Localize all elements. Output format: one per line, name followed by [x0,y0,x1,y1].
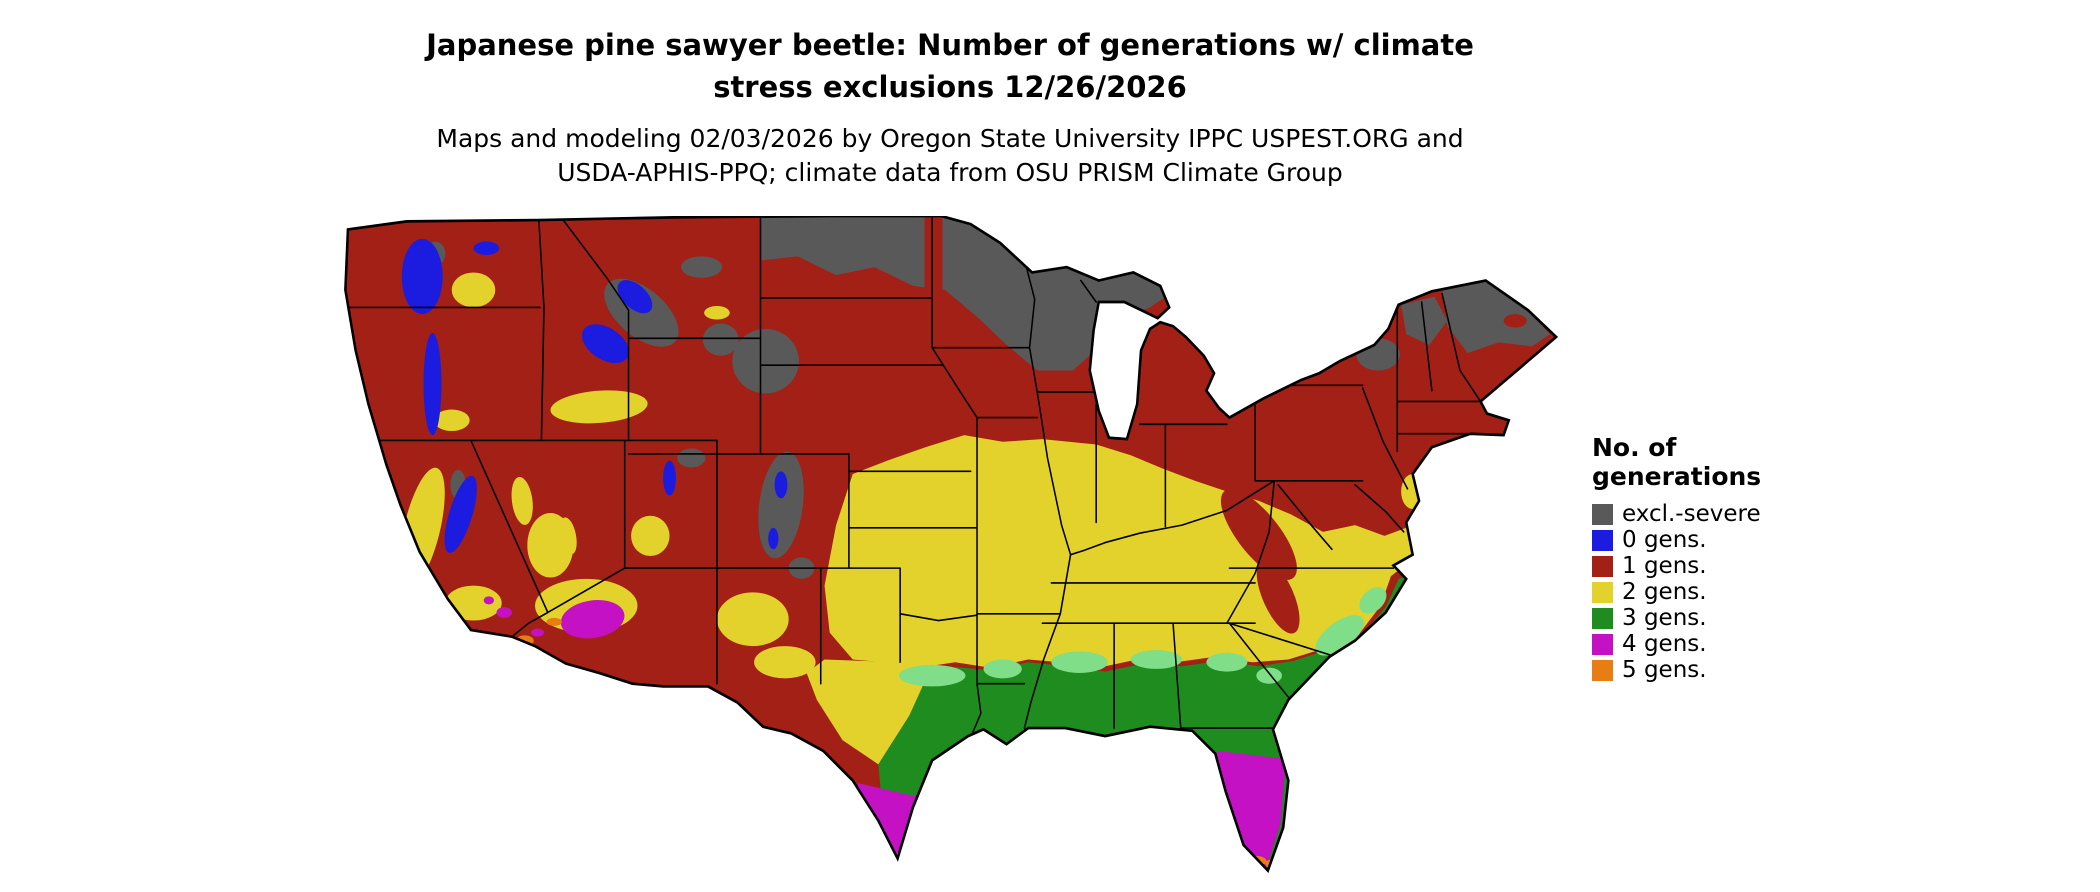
title-line-1: Japanese pine sawyer beetle: Number of g… [426,28,1474,62]
legend-label: 4 gens. [1622,631,1707,657]
legend-item: 4 gens. [1592,631,1832,657]
us-generations-map [344,216,1559,873]
legend-label: 1 gens. [1622,553,1707,579]
legend-title-line-2: generations [1592,462,1762,491]
legend-swatch [1592,581,1613,603]
layer-3gens-light [898,587,1387,687]
legend-item: 1 gens. [1592,553,1832,579]
state-borders [345,216,1482,739]
legend-swatch [1592,607,1613,629]
legend-item: 0 gens. [1592,527,1832,553]
subtitle-line-1: Maps and modeling 02/03/2026 by Oregon S… [436,124,1464,153]
subtitle-line-2: USDA-APHIS-PPQ; climate data from OSU PR… [557,158,1343,187]
layer-0gens [401,238,788,553]
legend-label: 5 gens. [1622,657,1707,683]
legend-item: 3 gens. [1592,605,1832,631]
legend-label: 2 gens. [1622,579,1707,605]
legend-label: excl.-severe [1622,501,1761,527]
legend-swatch [1592,503,1613,525]
us-outline [344,216,1559,873]
legend-swatch [1592,529,1613,551]
legend-item: 2 gens. [1592,579,1832,605]
legend-label: 0 gens. [1622,527,1707,553]
legend-swatch [1592,555,1613,577]
map-container [330,216,1560,888]
map-title: Japanese pine sawyer beetle: Number of g… [250,24,1650,108]
legend-swatch [1592,659,1613,681]
legend-swatch [1592,633,1613,655]
legend-item: excl.-severe [1592,501,1832,527]
map-fill-layers [345,216,1557,871]
layer-2gens [399,272,1425,765]
title-line-2: stress exclusions 12/26/2026 [713,70,1187,104]
legend: No. of generations excl.-severe 0 gens. 1 … [1592,433,1832,683]
map-subtitle: Maps and modeling 02/03/2026 by Oregon S… [250,122,1650,190]
legend-item: 5 gens. [1592,657,1832,683]
legend-title-line-1: No. of [1592,433,1677,462]
legend-items: excl.-severe 0 gens. 1 gens. 2 gens. 3 gens.… [1592,501,1832,683]
legend-label: 3 gens. [1622,605,1707,631]
layer-1gens-overlays [924,216,1527,634]
